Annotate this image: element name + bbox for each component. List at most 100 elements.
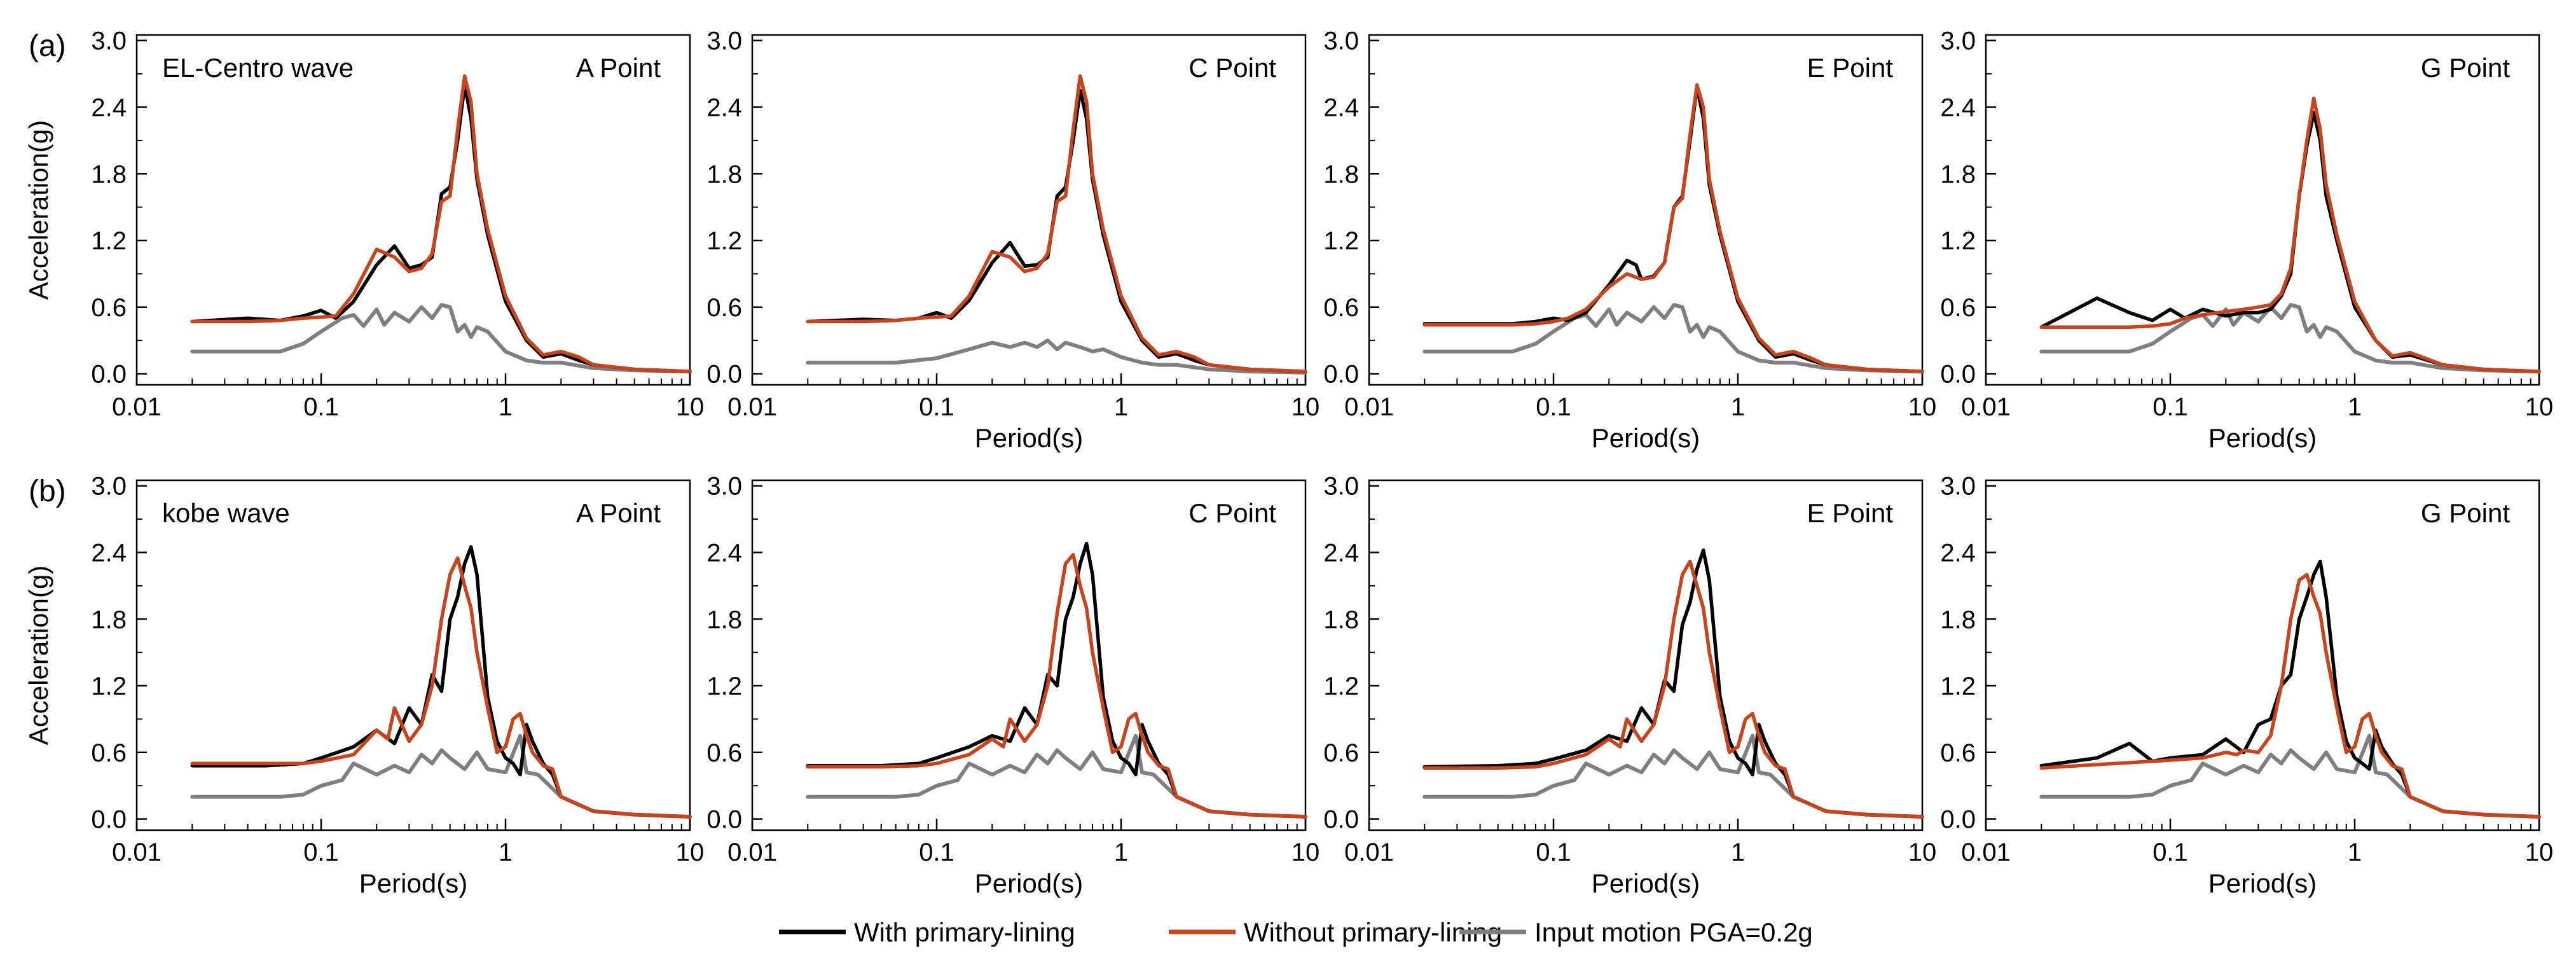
chart-0-2-point-label: E Point [1807,53,1894,83]
chart-0-0-frame [135,34,691,386]
chart-1-2-y-tick-label: 1.2 [1323,672,1359,700]
legend-label-2: Input motion PGA=0.2g [1534,917,1813,947]
chart-1-0-frame [135,479,691,831]
chart-0-1-x-tick-label: 0.1 [919,393,954,421]
chart-0-3-x-axis-label: Period(s) [2208,423,2317,453]
chart-0-2-y-tick-label: 1.8 [1323,160,1359,188]
chart-1-2-y-tick-label: 3.0 [1323,473,1359,501]
chart-1-2-x-axis-label: Period(s) [1592,868,1700,898]
chart-0-1-point-label: C Point [1188,53,1276,83]
chart-1-3-y-tick-label: 1.2 [1940,672,1976,700]
chart-0-0-x-tick-label: 10 [676,393,705,421]
chart-1-3-y-tick-label: 0.6 [1940,739,1976,767]
chart-0-1-y-tick-label: 1.2 [706,227,742,255]
chart-1-3-series-without-lining [2039,573,2541,819]
chart-0-2-y-tick-label: 0.0 [1323,361,1359,389]
chart-1-3-point-label: G Point [2421,498,2510,528]
chart-1-0-wave-label: kobe wave [162,498,290,528]
chart-1-0: 0.01 0.1 1 10 0.0 0.6 1.2 1.8 2.4 3.0 A Point kobe … [24,473,704,898]
chart-0-3-series-input-motion [2039,303,2541,373]
chart-0-2-y-tick-label: 3.0 [1323,27,1359,55]
chart-1-1-series-input-motion [806,733,1307,819]
chart-1-1: 0.01 0.1 1 10 0.0 0.6 1.2 1.8 2.4 3.0 C Point Perio… [706,473,1319,898]
chart-1-2-y-tick-label: 0.6 [1323,739,1359,767]
chart-0-0-x-tick-label: 1 [499,393,513,421]
chart-0-1-y-tick-label: 0.0 [706,361,742,389]
chart-1-1-x-tick-label: 0.01 [727,838,777,866]
chart-0-2-frame [1368,34,1924,386]
chart-1-2-x-tick-label: 0.1 [1536,838,1571,866]
chart-0-3-y-tick-label: 0.0 [1940,361,1976,389]
chart-0-3-x-tick-label: 0.1 [2152,393,2188,421]
chart-0-1-x-tick-label: 0.01 [727,393,777,421]
chart-1-0-series-with-lining [190,545,692,819]
legend: With primary-lining Without primary-linin… [779,917,1813,947]
row-label-b: (b) [29,475,66,508]
chart-1-3-y-tick-label: 0.0 [1940,806,1976,834]
chart-0-2-x-tick-label: 0.1 [1536,393,1571,421]
chart-0-1-y-tick-label: 0.6 [706,294,742,322]
chart-1-3-series-input-motion [2039,733,2541,819]
chart-0-0-x-tick-label: 0.01 [112,393,162,421]
chart-1-3-x-tick-label: 0.01 [1961,838,2011,866]
chart-1-2-x-tick-label: 1 [1731,838,1745,866]
chart-0-1-series-with-lining [806,88,1307,373]
chart-1-0-y-tick-label: 1.2 [91,672,127,700]
chart-0-1-series-without-lining [806,74,1307,373]
chart-1-2-y-tick-label: 1.8 [1323,606,1359,634]
chart-1-0-x-tick-label: 0.01 [112,838,162,866]
chart-1-0-y-tick-label: 0.0 [91,806,127,834]
chart-0-3-x-tick-label: 0.01 [1961,393,2011,421]
chart-0-3-series-with-lining [2039,111,2541,373]
chart-0-0-wave-label: EL-Centro wave [162,53,354,83]
chart-1-0-series-without-lining [190,556,692,819]
chart-0-2-x-tick-label: 10 [1908,393,1937,421]
chart-0-0-y-axis-label: Acceleration(g) [24,120,53,300]
chart-0-0-y-tick-label: 0.0 [91,361,127,389]
chart-1-0-y-axis-label: Acceleration(g) [24,566,53,745]
chart-1-0-y-tick-label: 2.4 [91,539,127,567]
chart-1-1-y-tick-label: 0.6 [706,739,742,767]
chart-0-3-y-tick-label: 1.2 [1940,227,1976,255]
chart-0-3-series-without-lining [2039,96,2541,373]
panels-grid: 0.01 0.1 1 100.00.61.21.82.43.0A PointEL-Ce… [24,27,2553,898]
chart-1-2-y-tick-label: 0.0 [1323,806,1359,834]
chart-1-2-x-tick-label: 0.01 [1344,838,1394,866]
legend-label-0: With primary-lining [854,917,1075,947]
chart-1-3-x-axis-label: Period(s) [2208,868,2317,898]
chart-1-3-x-tick-label: 0.1 [2152,838,2188,866]
chart-0-0-y-tick-label: 1.8 [91,160,127,188]
chart-1-1-x-tick-label: 0.1 [919,838,954,866]
chart-0-2-x-tick-label: 0.01 [1344,393,1394,421]
chart-1-1-y-tick-label: 0.0 [706,806,742,834]
chart-1-3-y-tick-label: 1.8 [1940,606,1976,634]
chart-1-0-point-label: A Point [576,498,661,528]
chart-1-2-x-tick-label: 10 [1908,838,1937,866]
chart-0-0-y-tick-label: 3.0 [91,27,127,55]
chart-0-2-series-with-lining [1422,85,1924,373]
chart-1-0-x-tick-label: 0.1 [303,838,339,866]
chart-0-2: 0.01 0.1 1 10 0.0 0.6 1.2 1.8 2.4 3.0 E Point Perio… [1323,27,1936,453]
chart-1-1-x-tick-label: 10 [1291,838,1320,866]
chart-0-3-x-tick-label: 10 [2525,393,2554,421]
chart-1-3-x-tick-label: 1 [2348,838,2362,866]
chart-1-3: 0.01 0.1 1 10 0.0 0.6 1.2 1.8 2.4 3.0 G Point Perio… [1940,473,2553,898]
chart-0-0-y-tick-label: 2.4 [91,94,127,122]
chart-1-3-y-tick-label: 3.0 [1940,473,1976,501]
chart-1-2: 0.01 0.1 1 10 0.0 0.6 1.2 1.8 2.4 3.0 E Point Perio… [1323,473,1936,898]
chart-1-2-frame [1368,479,1924,831]
chart-0-0-point-label: A Point [576,53,661,83]
chart-0-1: 0.01 0.1 1 10 0.0 0.6 1.2 1.8 2.4 3.0 C Point Perio… [706,27,1319,453]
chart-1-0-y-tick-label: 3.0 [91,473,127,501]
chart-1-1-frame [751,479,1307,831]
chart-0-3-y-tick-label: 2.4 [1940,94,1976,122]
chart-0-0-series-input-motion [190,303,692,373]
chart-0-0-series-without-lining [190,74,692,373]
chart-0-3-y-tick-label: 1.8 [1940,160,1976,188]
chart-0-3-frame [1985,34,2540,386]
row-label-a: (a) [29,29,66,63]
chart-0-0-x-tick-label: 0.1 [303,393,339,421]
chart-0-3-y-tick-label: 3.0 [1940,27,1976,55]
chart-0-0-series-with-lining [190,83,692,373]
